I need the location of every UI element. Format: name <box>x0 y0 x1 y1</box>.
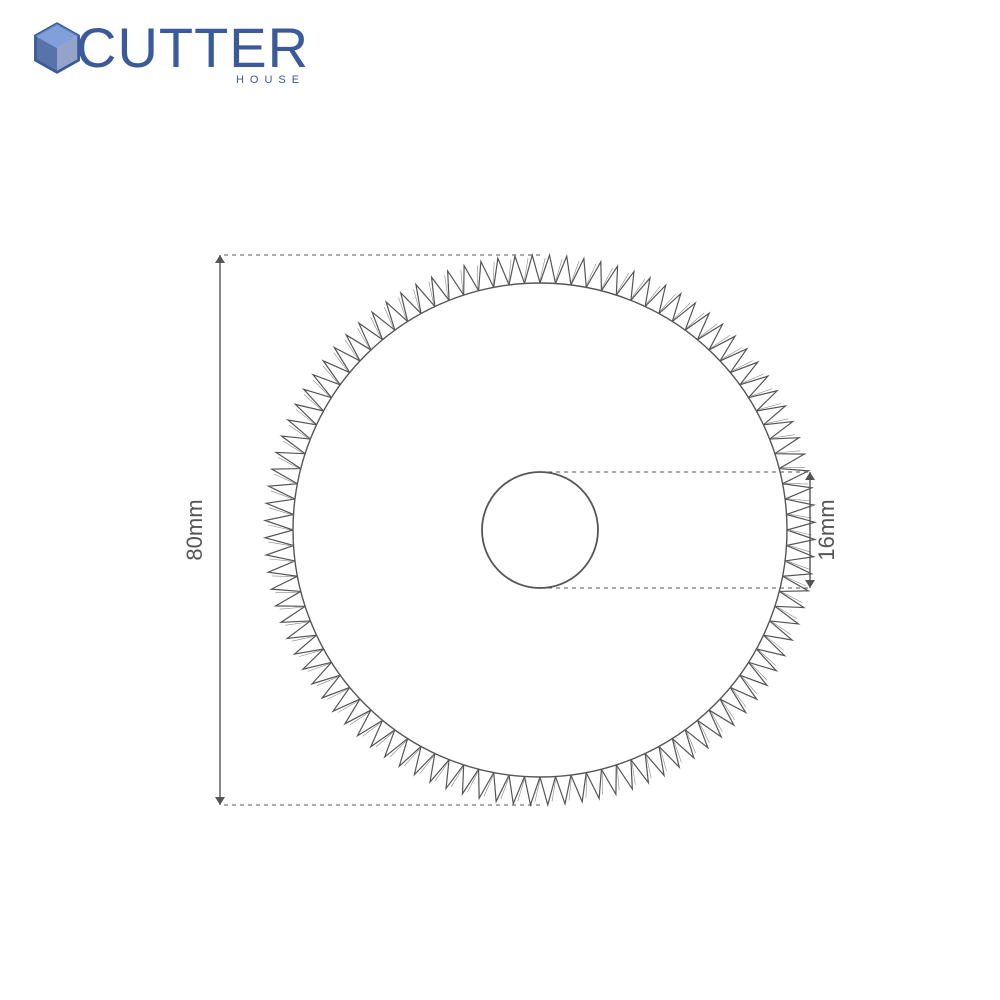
logo-sub-text: HOUSE <box>236 75 305 86</box>
logo-text: CUTTER HOUSE <box>76 20 309 76</box>
logo-main-text: CUTTER <box>76 16 309 79</box>
outer-diameter-label: 80mm <box>182 499 207 560</box>
inner-diameter-label: 16mm <box>814 499 839 560</box>
cutter-diagram: 80mm 16mm <box>120 180 880 880</box>
brand-logo: CUTTER HOUSE <box>30 20 309 76</box>
